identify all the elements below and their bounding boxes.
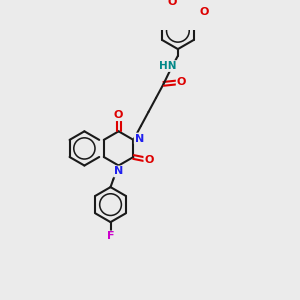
Text: O: O: [144, 155, 154, 165]
Text: O: O: [199, 7, 209, 17]
Text: N: N: [135, 134, 144, 143]
Text: HN: HN: [159, 61, 177, 71]
Text: F: F: [107, 231, 114, 242]
Text: O: O: [177, 77, 186, 88]
Text: N: N: [114, 167, 123, 176]
Text: O: O: [114, 110, 123, 120]
Text: O: O: [167, 0, 177, 7]
